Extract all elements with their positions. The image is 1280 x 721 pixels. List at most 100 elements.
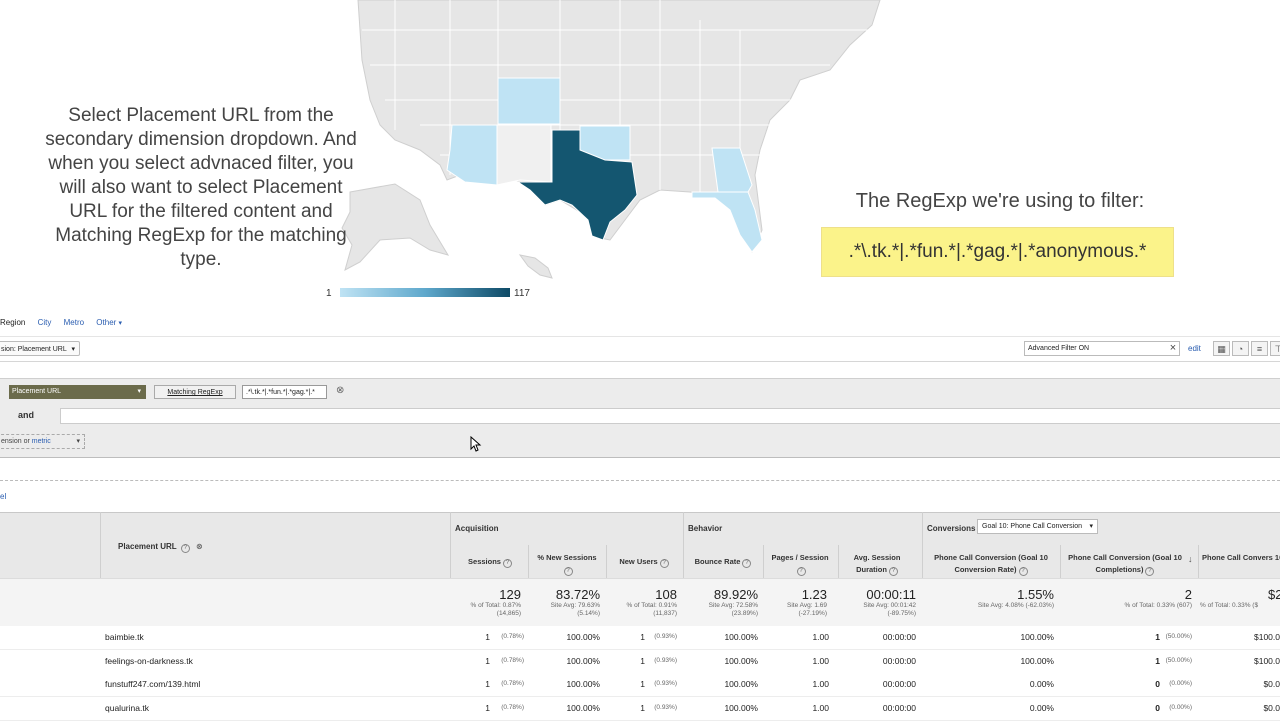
total-bounce-sub: Site Avg: 72.58% (23.89%)	[708, 602, 758, 617]
row-new-sessions: 100.00%	[566, 632, 600, 642]
map-state-georgia	[711, 147, 753, 193]
row-pages: 1.00	[812, 679, 829, 689]
group-conversions: Conversions	[927, 524, 976, 533]
total-sessions: 129% of Total: 0.87% (14,865)	[455, 587, 521, 618]
row-url[interactable]: baimbie.tk	[105, 632, 144, 642]
pie-view-icon[interactable]: ◔	[1232, 341, 1249, 356]
row-new-users-pct: (0.93%)	[654, 703, 677, 711]
col-value-label: Phone Call Convers 10 Value)	[1202, 553, 1280, 562]
performance-view-icon[interactable]: ≡	[1251, 341, 1268, 356]
filter-dimension-dropdown[interactable]: Placement URL ▾	[9, 385, 146, 399]
advanced-filter-field[interactable]: Advanced Filter ON	[1024, 341, 1180, 356]
secondary-dimension-dropdown[interactable]: sion: Placement URL ▾	[0, 341, 80, 356]
total-conv-rate-sub: Site Avg: 4.08% (-62.03%)	[977, 602, 1054, 609]
total-pages-sub: Site Avg: 1.69 (-27.19%)	[787, 602, 827, 617]
col-completions[interactable]: Phone Call Conversion (Goal 10 Completio…	[1064, 552, 1186, 576]
chevron-down-icon: ▾	[118, 320, 123, 327]
table-row: funstuff247.com/139.html 1 (0.78%) 100.00% 1…	[0, 673, 1280, 697]
total-sessions-sub: % of Total: 0.87% (14,865)	[470, 602, 521, 617]
add-dimension-prefix: ension or	[1, 438, 32, 445]
map-state-new-mexico	[496, 124, 552, 186]
total-duration: 00:00:11 Site Avg: 00:01:42 (-89.75%)	[842, 587, 916, 618]
regexp-title: The RegExp we're using to filter:	[855, 190, 1145, 212]
map-state-florida	[691, 191, 763, 253]
row-url[interactable]: feelings-on-darkness.tk	[105, 655, 193, 666]
total-completions-sub: % of Total: 0.33% (607)	[1124, 602, 1192, 609]
match-type-button[interactable]: Matching RegExp	[154, 385, 236, 399]
col-new-sessions[interactable]: % New Sessions?	[530, 552, 604, 576]
tab-other-label: Other	[96, 318, 117, 327]
total-value-value: $2	[1268, 587, 1280, 602]
col-goal-value[interactable]: Phone Call Convers 10 Value)	[1202, 552, 1280, 564]
row-pages: 1.00	[812, 655, 829, 666]
col-new-users-label: New Users	[619, 557, 658, 566]
tab-region[interactable]: Region	[0, 318, 26, 327]
table-column-header	[450, 545, 1280, 578]
cancel-link[interactable]: el	[0, 492, 7, 501]
table-row: feelings-on-darkness.tk 1 (0.78%) 100.00% 1 (…	[0, 649, 1280, 674]
row-completions: 1	[1155, 655, 1160, 666]
col-avg-duration[interactable]: Avg. Session Duration?	[842, 552, 912, 576]
row-bounce: 100.00%	[724, 632, 758, 642]
map-state-colorado	[497, 77, 561, 125]
and-label: and	[18, 410, 35, 420]
row-new-users: 1	[640, 632, 645, 642]
row-sessions: 1	[485, 632, 490, 642]
placement-url-label: Placement URL	[118, 542, 177, 551]
col-conversion-rate[interactable]: Phone Call Conversion (Goal 10 Conversio…	[926, 552, 1056, 576]
row-url[interactable]: funstuff247.com/139.html	[105, 679, 201, 689]
row-url[interactable]: qualurina.tk	[105, 702, 149, 713]
col-conv-rate-label: Phone Call Conversion (Goal 10 Conversio…	[934, 553, 1048, 574]
add-dimension-dropdown[interactable]: ension or metric ▾	[0, 434, 85, 449]
instruction-text: Select Placement URL from the secondary …	[45, 105, 357, 270]
remove-condition-icon[interactable]: ⊗	[336, 385, 345, 396]
filter-expression-input[interactable]: .*\.tk.*|.*fun.*|.*gag.*|.*	[242, 385, 327, 399]
col-pages-label: Pages / Session	[771, 553, 829, 562]
total-sessions-value: 129	[499, 587, 521, 602]
col-completions-label: Phone Call Conversion (Goal 10 Completio…	[1068, 553, 1182, 574]
table-view-icon[interactable]: ▦	[1213, 341, 1230, 356]
help-icon: ?	[659, 559, 669, 568]
us-region-map	[341, 0, 881, 279]
group-acquisition: Acquisition	[455, 524, 499, 533]
tab-city[interactable]: City	[37, 318, 52, 327]
row-sessions: 1	[485, 679, 490, 689]
total-new-users-sub: % of Total: 0.91% (11,837)	[626, 602, 677, 617]
placement-url-header[interactable]: Placement URL ? ⊗	[118, 542, 203, 553]
row-value: $100.0	[1254, 632, 1280, 642]
row-bounce: 100.00%	[724, 655, 758, 666]
col-bounce-rate[interactable]: Bounce Rate?	[686, 556, 760, 568]
tab-other[interactable]: Other ▾	[96, 318, 122, 327]
pivot-view-icon[interactable]: ⊤	[1270, 341, 1280, 356]
col-sessions[interactable]: Sessions?	[455, 556, 525, 568]
col-new-users[interactable]: New Users?	[608, 556, 680, 568]
clear-filter-icon[interactable]: ×	[1169, 342, 1177, 354]
row-new-users: 1	[640, 655, 645, 666]
table-row: baimbie.tk 1 (0.78%) 100.00% 1 (0.93%) 100.00%…	[0, 626, 1280, 650]
remove-dimension-icon[interactable]: ⊗	[196, 542, 203, 551]
chevron-down-icon: ▾	[76, 438, 80, 445]
help-icon: ?	[796, 567, 806, 576]
row-sessions-pct: (0.78%)	[501, 656, 524, 664]
row-pages: 1.00	[812, 632, 829, 642]
tab-metro[interactable]: Metro	[63, 318, 85, 327]
chevron-down-icon: ▾	[1089, 523, 1093, 530]
row-conv-rate: 100.00%	[1020, 632, 1054, 642]
row-pages: 1.00	[812, 702, 829, 713]
help-icon: ?	[1018, 567, 1028, 576]
total-new-sessions-value: 83.72%	[555, 587, 600, 602]
goal-select[interactable]: Goal 10: Phone Call Conversion ▾	[977, 519, 1098, 534]
row-completions-pct: (50.00%)	[1165, 656, 1192, 664]
and-condition-field[interactable]	[60, 408, 1280, 424]
row-new-users-pct: (0.93%)	[654, 680, 677, 687]
total-bounce: 89.92% Site Avg: 72.58% (23.89%)	[688, 587, 758, 618]
col-pages-session[interactable]: Pages / Session?	[765, 552, 835, 576]
row-sessions: 1	[485, 655, 490, 666]
sort-desc-icon: ↓	[1188, 554, 1193, 564]
help-icon: ?	[1145, 567, 1155, 576]
row-completions-pct: (50.00%)	[1165, 633, 1192, 640]
row-completions: 1	[1155, 632, 1160, 642]
chevron-down-icon: ▾	[71, 346, 75, 353]
edit-filter-link[interactable]: edit	[1188, 344, 1201, 353]
row-new-sessions: 100.00%	[566, 702, 600, 713]
